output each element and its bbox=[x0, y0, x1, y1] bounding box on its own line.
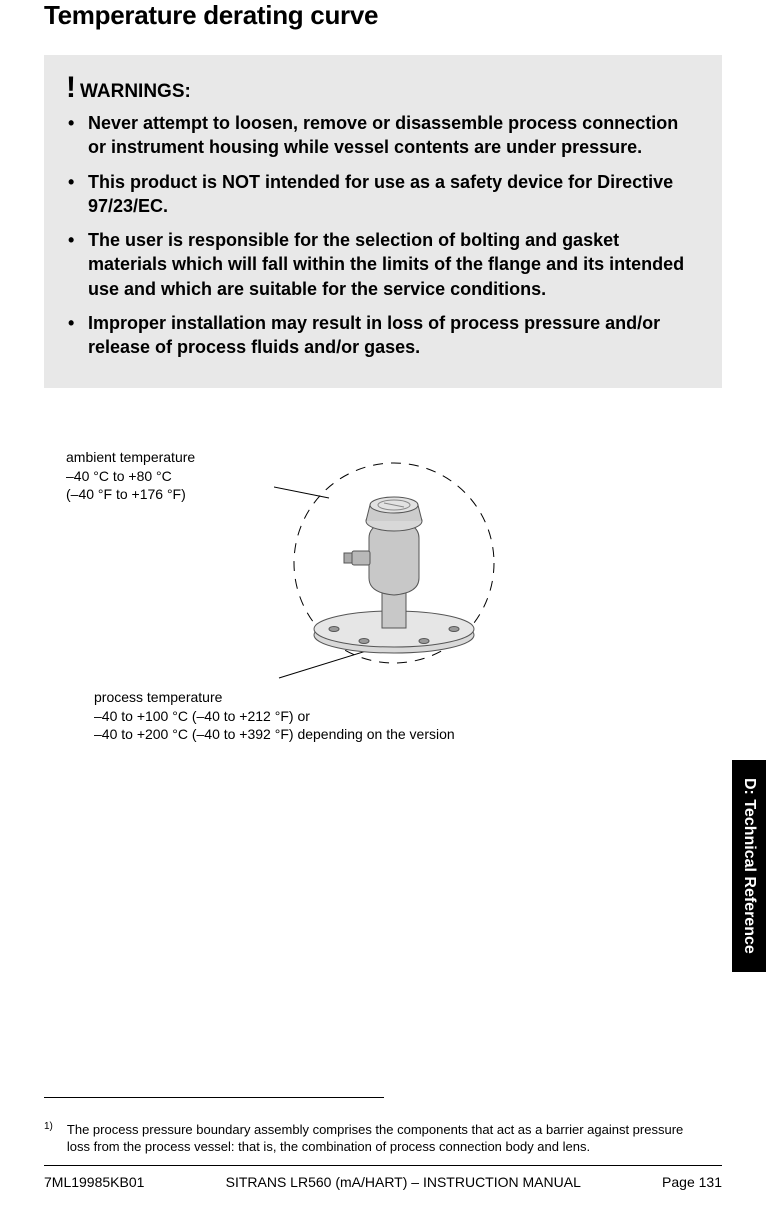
footnote-rule bbox=[44, 1097, 384, 1098]
warning-item: This product is NOT intended for use as … bbox=[66, 170, 700, 219]
footnote: 1) The process pressure boundary assembl… bbox=[44, 1122, 684, 1156]
section-tab: D: Technical Reference bbox=[732, 760, 766, 972]
warning-box: ! WARNINGS: Never attempt to loosen, rem… bbox=[44, 55, 722, 388]
warning-heading: WARNINGS: bbox=[80, 79, 191, 105]
page-title: Temperature derating curve bbox=[44, 0, 722, 31]
warning-item: The user is responsible for the selectio… bbox=[66, 228, 700, 301]
warning-icon: ! bbox=[66, 73, 76, 103]
footer-doc-title: SITRANS LR560 (mA/HART) – INSTRUCTION MA… bbox=[226, 1174, 581, 1190]
footnote-text: The process pressure boundary assembly c… bbox=[67, 1122, 684, 1156]
page-footer: 7ML19985KB01 SITRANS LR560 (mA/HART) – I… bbox=[44, 1174, 722, 1190]
footer-doc-id: 7ML19985KB01 bbox=[44, 1174, 144, 1190]
footer-page-number: Page 131 bbox=[662, 1174, 722, 1190]
ambient-temp-label: ambient temperature –40 °C to +80 °C (–4… bbox=[66, 448, 195, 505]
footer-rule bbox=[44, 1165, 722, 1166]
warning-item: Improper installation may result in loss… bbox=[66, 311, 700, 360]
footnote-marker: 1) bbox=[44, 1120, 53, 1154]
warning-item: Never attempt to loosen, remove or disas… bbox=[66, 111, 700, 160]
device-illustration bbox=[274, 443, 514, 683]
device-figure: ambient temperature –40 °C to +80 °C (–4… bbox=[44, 458, 722, 758]
process-temp-label: process temperature –40 to +100 °C (–40 … bbox=[94, 688, 455, 745]
